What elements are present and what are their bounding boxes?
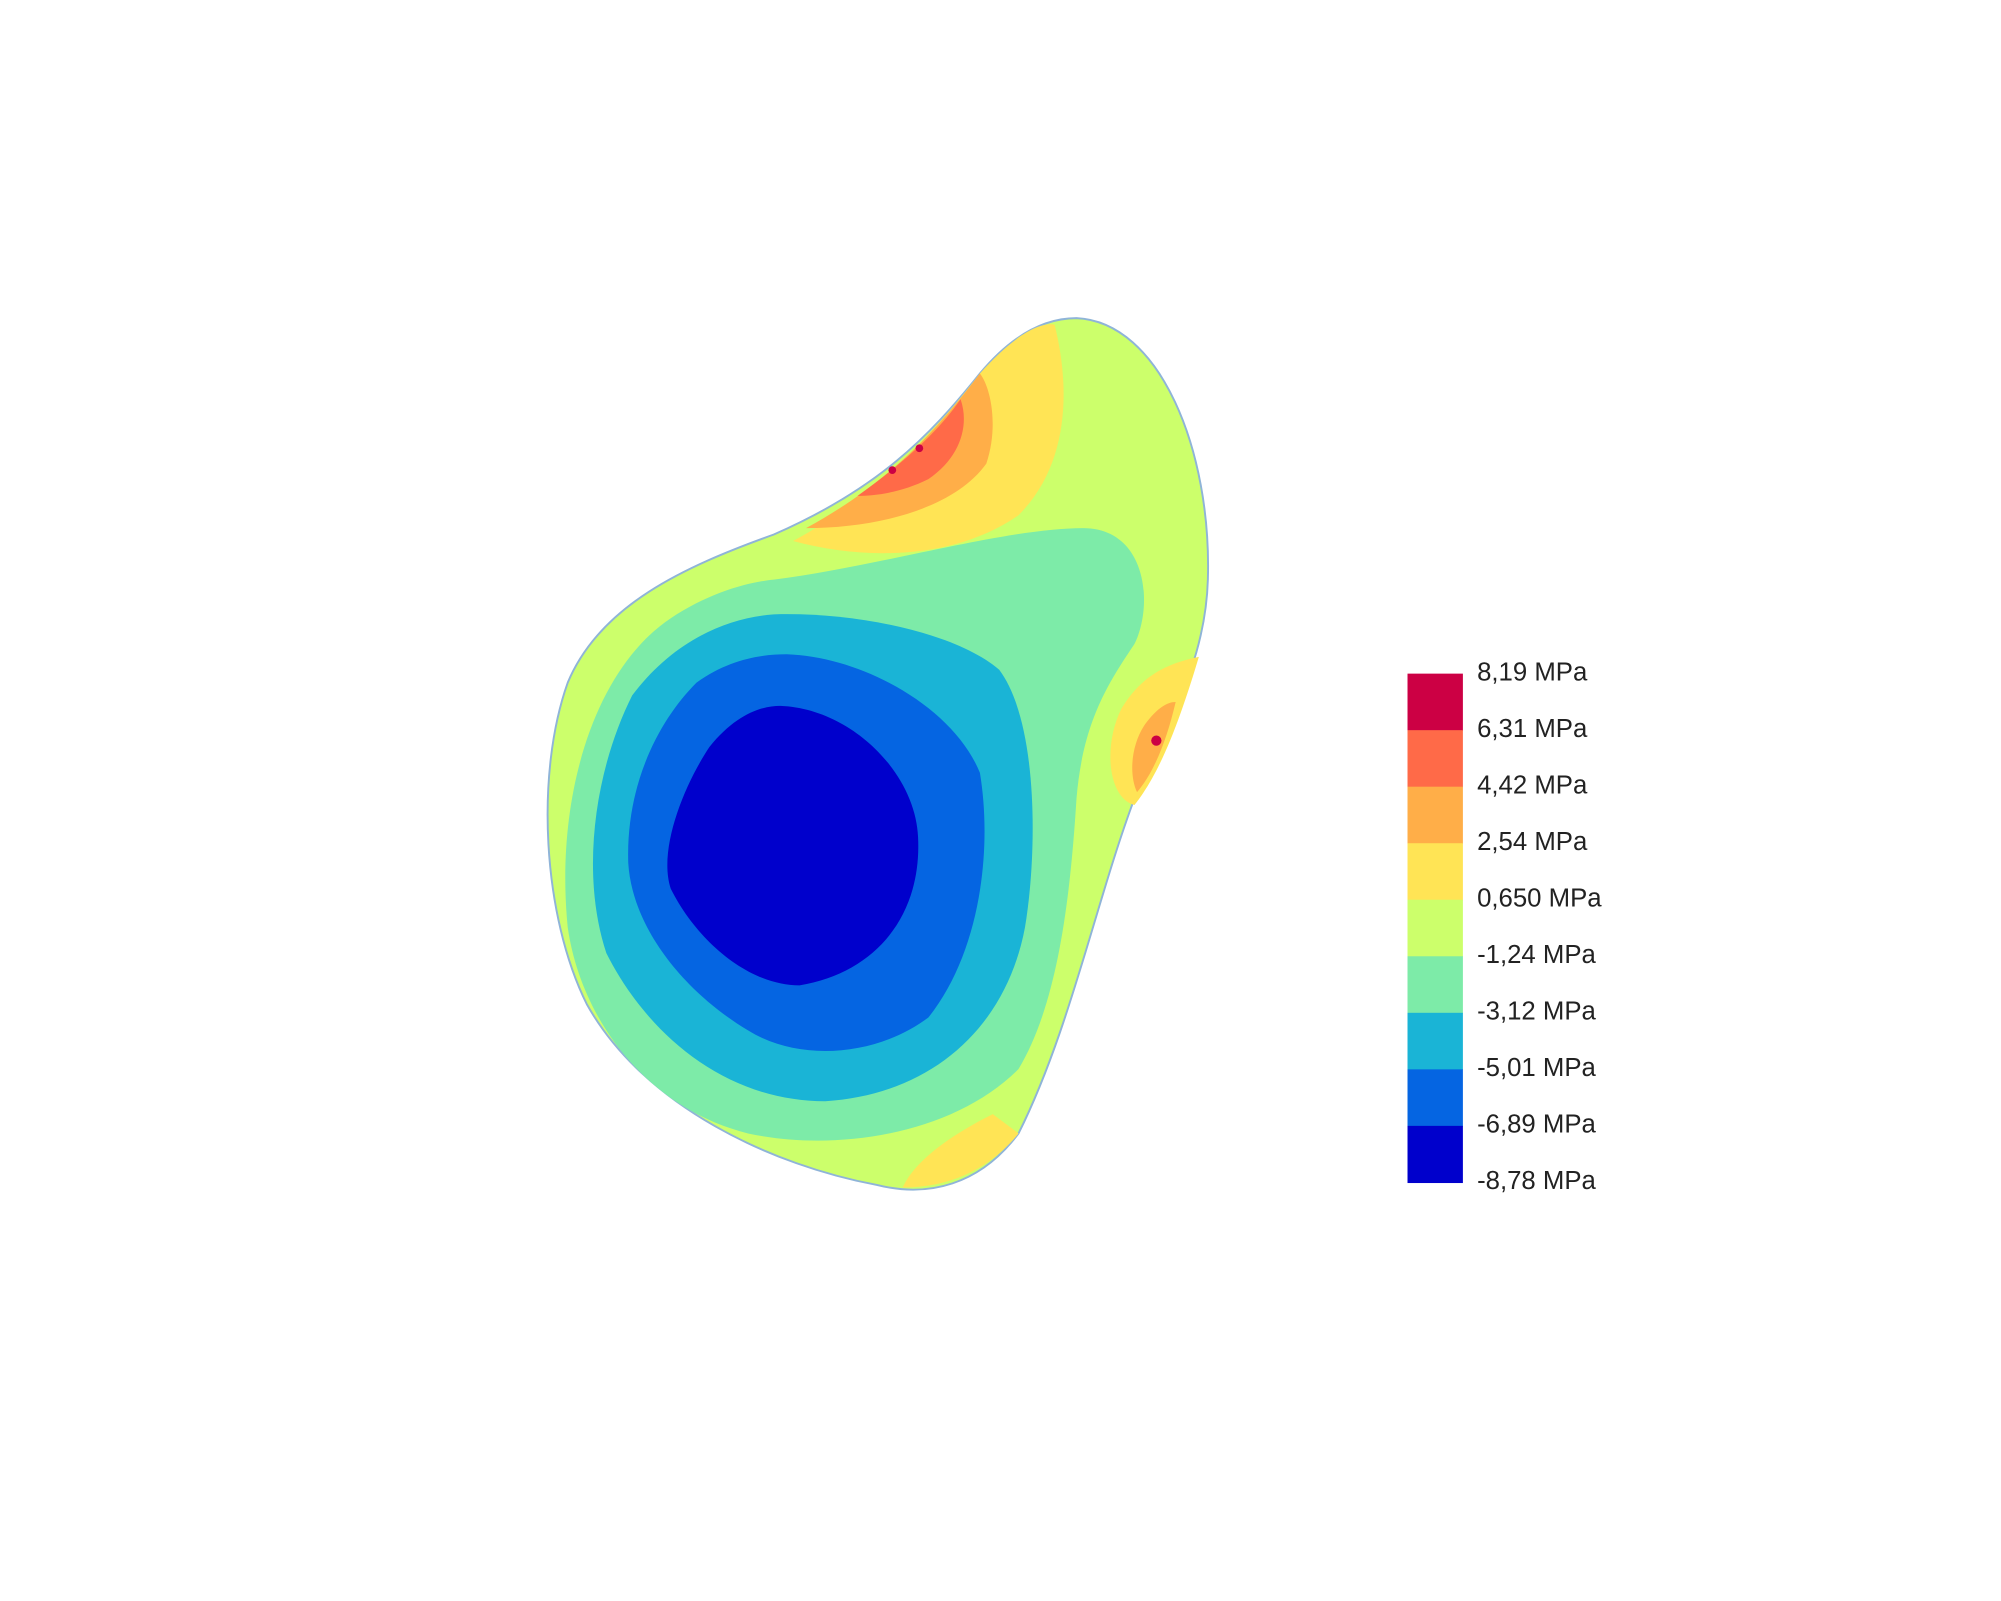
legend-label: -6,89 MPa	[1477, 1111, 1596, 1139]
legend-label: 4,42 MPa	[1477, 772, 1588, 800]
legend-label: 6,31 MPa	[1477, 715, 1588, 743]
legend-label: 0,650 MPa	[1477, 885, 1602, 913]
orange-region	[806, 373, 993, 529]
legend-swatch	[1407, 730, 1463, 788]
legend-swatch	[1407, 1012, 1463, 1070]
hot-spot	[915, 444, 924, 453]
legend-label: -5,01 MPa	[1477, 1054, 1596, 1082]
legend-label: -3,12 MPa	[1477, 998, 1596, 1026]
legend-swatch	[1407, 673, 1463, 731]
bottom-yellow-region	[902, 1114, 1019, 1188]
legend-label: 8,19 MPa	[1477, 658, 1588, 686]
stress-contour	[546, 317, 1209, 1191]
hot-spot	[888, 466, 897, 474]
legend-swatch	[1407, 786, 1463, 844]
legend-swatch	[1407, 1125, 1463, 1184]
legend-swatch	[1407, 1069, 1463, 1127]
legend: 8,19 MPa 6,31 MPa 4,42 MPa 2,54 MPa 0,650 MP…	[1407, 658, 1602, 1195]
right-orange-region	[1132, 701, 1176, 793]
hot-spot	[1151, 735, 1162, 746]
legend-label: -8,78 MPa	[1477, 1167, 1596, 1195]
dark-blue-region	[667, 705, 919, 986]
legend-label: 2,54 MPa	[1477, 828, 1588, 856]
legend-label: -1,24 MPa	[1477, 941, 1596, 969]
legend-swatch	[1407, 899, 1463, 957]
legend-swatch	[1407, 843, 1463, 901]
legend-swatch	[1407, 956, 1463, 1014]
red-region	[857, 399, 964, 496]
